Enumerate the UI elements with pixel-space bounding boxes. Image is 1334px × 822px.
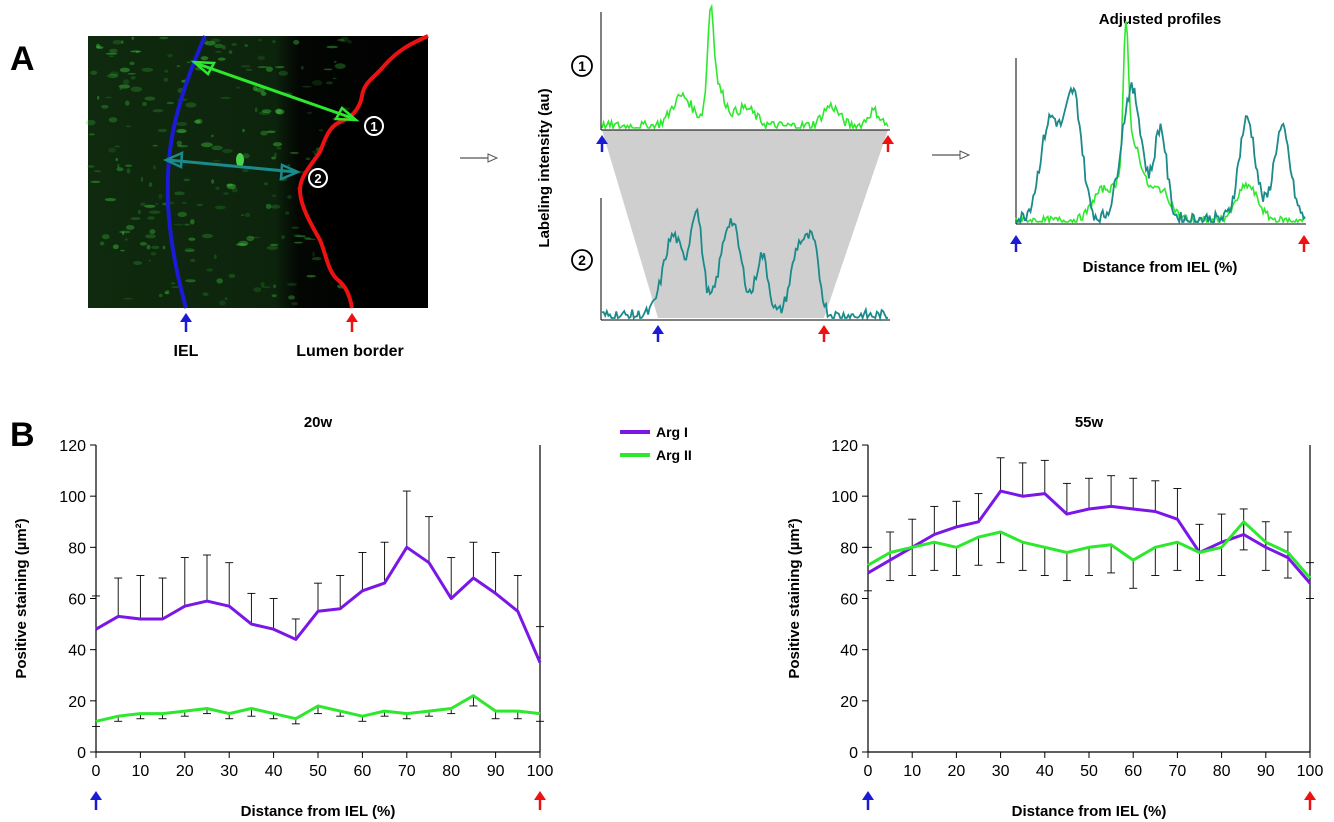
- x-tick-label: 0: [864, 763, 873, 780]
- panel-b-label: B: [10, 416, 35, 454]
- series-line-arg2: [95, 694, 541, 723]
- adjusted-profiles: Adjusted profiles Distance from IEL (%): [1010, 11, 1310, 276]
- x-tick-label: 60: [1124, 763, 1142, 780]
- profile1-end-arrow-icon: [882, 135, 894, 152]
- y-axis-label: Positive staining (µm²): [786, 518, 803, 678]
- y-tick-label: 80: [68, 540, 86, 557]
- x-tick-label: 90: [1257, 763, 1275, 780]
- y-tick-label: 20: [840, 694, 858, 711]
- iel-arrow-icon: [90, 791, 102, 810]
- green-fluorescence-texture: [85, 36, 352, 306]
- x-tick-label: 90: [487, 763, 505, 780]
- y-tick-label: 120: [831, 438, 858, 455]
- lumen-border-curve: [297, 34, 429, 309]
- profile-marker-1-icon: 1: [571, 55, 593, 77]
- x-tick-label: 0: [92, 763, 101, 780]
- micrograph: 1 2: [85, 34, 429, 309]
- y-tick-label: 100: [831, 489, 858, 506]
- profile2-end-arrow-icon: [818, 325, 830, 342]
- profile1-start-arrow-icon: [596, 135, 608, 152]
- marker-2-icon: 2: [308, 168, 328, 188]
- lumen-border-label: Lumen border: [296, 343, 404, 360]
- svg-text:1: 1: [370, 119, 377, 134]
- x-axis-label: Distance from IEL (%): [1012, 803, 1167, 820]
- iel-curve: [165, 35, 207, 309]
- profile-1-trace: [601, 3, 889, 131]
- adjusted-end-arrow-icon: [1298, 235, 1310, 252]
- svg-text:2: 2: [578, 252, 586, 268]
- svg-text:2: 2: [314, 171, 321, 186]
- y-tick-label: 60: [840, 592, 858, 609]
- y-tick-label: 20: [68, 694, 86, 711]
- y-tick-label: 100: [59, 489, 86, 506]
- series-line-arg2: [867, 520, 1312, 579]
- y-tick-label: 80: [840, 540, 858, 557]
- x-tick-label: 10: [903, 763, 921, 780]
- y-axis-label: Positive staining (µm²): [13, 518, 30, 678]
- profile-2-trace: [601, 207, 889, 322]
- x-tick-label: 50: [309, 763, 327, 780]
- chart-20w: 20w 0 20 40 60 80 100 120 0 10 20 30 40 50 60 70 80 90 100…: [13, 414, 553, 820]
- x-tick-label: 50: [1080, 763, 1098, 780]
- svg-text:1: 1: [578, 58, 586, 74]
- lumen-arrow-icon: [534, 791, 546, 810]
- x-tick-label: 10: [132, 763, 150, 780]
- x-tick-label: 30: [220, 763, 238, 780]
- x-tick-label: 60: [354, 763, 372, 780]
- adjusted-profiles-title: Adjusted profiles: [1099, 11, 1222, 28]
- x-tick-label: 40: [1036, 763, 1054, 780]
- flow-arrow-icon: [460, 153, 499, 163]
- x-tick-label: 80: [442, 763, 460, 780]
- x-tick-label: 70: [1169, 763, 1187, 780]
- chart-title: 55w: [1075, 414, 1104, 431]
- y-tick-label: 0: [77, 745, 86, 762]
- x-tick-label: 70: [398, 763, 416, 780]
- adjusted-profile-2-trace: [1015, 20, 1306, 226]
- legend-label-arg1: Arg I: [656, 424, 688, 440]
- x-axis-label: Distance from IEL (%): [241, 803, 396, 820]
- projection-trapezoid: [602, 130, 888, 318]
- series-line-arg1: [867, 489, 1312, 585]
- legend-label-arg2: Arg II: [656, 447, 692, 463]
- iel-arrow-icon: [862, 791, 874, 810]
- flow-arrow-icon: [932, 150, 971, 160]
- lumen-arrow-icon: [346, 313, 358, 332]
- chart-title: 20w: [304, 414, 333, 431]
- x-tick-label: 100: [527, 763, 554, 780]
- adjusted-profile-1-trace: [1016, 82, 1306, 226]
- chart-55w: 55w 0 20 40 60 80 100 120 0 10 20 30 40 50 60 70 80 90 100…: [786, 414, 1323, 820]
- profile2-start-arrow-icon: [652, 325, 664, 342]
- adjusted-start-arrow-icon: [1010, 235, 1022, 252]
- x-tick-label: 20: [176, 763, 194, 780]
- panel-a-label: A: [10, 40, 35, 78]
- series-line-arg1: [95, 545, 542, 664]
- x-tick-label: 80: [1213, 763, 1231, 780]
- distance-arrow-2: [162, 151, 302, 181]
- intensity-profiles: Labeling intensity (au) 1 2: [536, 3, 894, 342]
- iel-arrow-icon: [180, 313, 192, 332]
- x-tick-label: 30: [992, 763, 1010, 780]
- legend: Arg I Arg II: [620, 424, 692, 463]
- y-tick-label: 0: [849, 745, 858, 762]
- x-tick-label: 100: [1297, 763, 1324, 780]
- lumen-arrow-icon: [1304, 791, 1316, 810]
- y-tick-label: 120: [59, 438, 86, 455]
- labeling-intensity-label: Labeling intensity (au): [536, 88, 553, 247]
- marker-1-icon: 1: [364, 116, 384, 136]
- x-tick-label: 20: [948, 763, 966, 780]
- y-tick-label: 60: [68, 592, 86, 609]
- x-tick-label: 40: [265, 763, 283, 780]
- profile-marker-2-icon: 2: [571, 249, 593, 271]
- y-tick-label: 40: [68, 643, 86, 660]
- adjusted-xlabel: Distance from IEL (%): [1083, 259, 1238, 276]
- distance-arrow-1: [190, 60, 360, 122]
- y-tick-label: 40: [840, 643, 858, 660]
- iel-label: IEL: [174, 343, 199, 360]
